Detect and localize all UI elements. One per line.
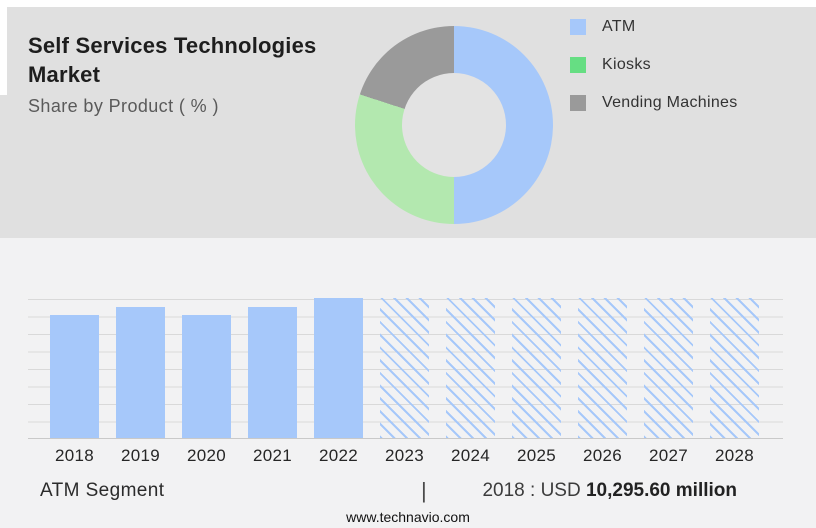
bar-chart xyxy=(28,298,783,439)
x-axis-label-2026: 2026 xyxy=(582,446,623,465)
bar-2021 xyxy=(248,307,297,438)
page-margin-top xyxy=(0,0,816,7)
x-axis-label-2028: 2028 xyxy=(714,446,755,465)
x-axis-label-2024: 2024 xyxy=(450,446,491,465)
market-value-prefix: 2018 : USD xyxy=(482,480,586,501)
page-title-line2: Market xyxy=(28,62,101,87)
x-axis-label-2020: 2020 xyxy=(186,446,227,465)
donut-legend: ATM Kiosks Vending Machines xyxy=(570,18,738,133)
bar-2024-forecast xyxy=(446,298,495,438)
legend-label-kiosks: Kiosks xyxy=(602,56,651,73)
bar-2020 xyxy=(182,315,231,438)
legend-label-atm: ATM xyxy=(602,18,636,35)
x-axis-label-2027: 2027 xyxy=(648,446,689,465)
x-axis-label-2018: 2018 xyxy=(54,446,95,465)
bar-2027-forecast xyxy=(644,298,693,438)
page-margin-left xyxy=(0,7,7,95)
bar-2026-forecast xyxy=(578,298,627,438)
bar-2019 xyxy=(116,307,165,438)
bar-2028-forecast xyxy=(710,298,759,438)
bar-2025-forecast xyxy=(512,298,561,438)
legend-row-atm: ATM xyxy=(570,18,738,35)
x-axis-label-2021: 2021 xyxy=(252,446,293,465)
market-value-text: 2018 : USD 10,295.60 million xyxy=(482,480,737,502)
bar-2022 xyxy=(314,298,363,438)
page-title-line1: Self Services Technologies xyxy=(28,33,317,58)
header: Self Services Technologies Market Share … xyxy=(28,31,338,117)
kiosks-color-swatch-icon xyxy=(570,57,586,73)
segment-label: ATM Segment xyxy=(40,480,165,501)
vending-machines-color-swatch-icon xyxy=(570,95,586,111)
legend-row-vending-machines: Vending Machines xyxy=(570,94,738,111)
page-subtitle: Share by Product ( % ) xyxy=(28,96,219,116)
bottom-section: 2018 2019 2020 2021 2022 2023 2024 2025 2026 2027… xyxy=(0,238,816,528)
legend-label-vending-machines: Vending Machines xyxy=(602,94,738,111)
x-axis-label-2019: 2019 xyxy=(120,446,161,465)
caption-row: ATM Segment | 2018 : USD 10,295.60 milli… xyxy=(0,478,816,504)
bar-2023-forecast xyxy=(380,298,429,438)
website-text: www.technavio.com xyxy=(346,509,470,525)
x-axis-label-2022: 2022 xyxy=(318,446,359,465)
bar-2018 xyxy=(50,315,99,438)
atm-color-swatch-icon xyxy=(570,19,586,35)
x-axis-label-2025: 2025 xyxy=(516,446,557,465)
market-value-number: 10,295.60 million xyxy=(585,480,737,501)
donut-hole xyxy=(402,73,506,177)
caption-separator: | xyxy=(421,478,427,503)
donut-chart xyxy=(355,26,553,224)
legend-row-kiosks: Kiosks xyxy=(570,56,738,73)
x-axis-label-2023: 2023 xyxy=(384,446,425,465)
x-axis-labels: 2018 2019 2020 2021 2022 2023 2024 2025 2026 2027… xyxy=(28,446,783,466)
